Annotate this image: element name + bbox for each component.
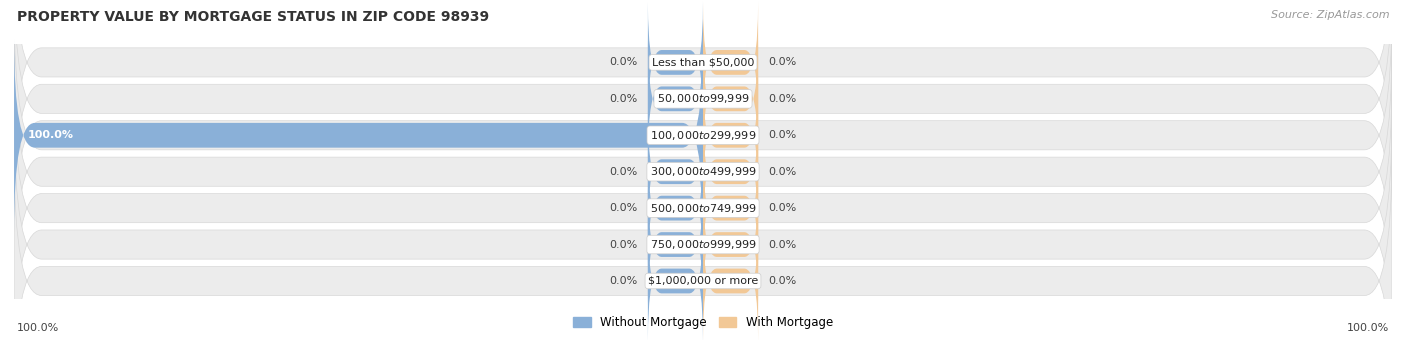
FancyBboxPatch shape bbox=[703, 75, 758, 196]
Text: 0.0%: 0.0% bbox=[609, 94, 637, 104]
FancyBboxPatch shape bbox=[14, 40, 1392, 303]
FancyBboxPatch shape bbox=[703, 111, 758, 232]
FancyBboxPatch shape bbox=[648, 111, 703, 232]
Text: $1,000,000 or more: $1,000,000 or more bbox=[648, 276, 758, 286]
FancyBboxPatch shape bbox=[14, 0, 1392, 230]
Text: Source: ZipAtlas.com: Source: ZipAtlas.com bbox=[1271, 10, 1389, 20]
Text: Less than $50,000: Less than $50,000 bbox=[652, 57, 754, 67]
Text: 0.0%: 0.0% bbox=[609, 167, 637, 177]
FancyBboxPatch shape bbox=[703, 2, 758, 123]
FancyBboxPatch shape bbox=[648, 184, 703, 305]
FancyBboxPatch shape bbox=[648, 2, 703, 123]
FancyBboxPatch shape bbox=[14, 77, 1392, 339]
FancyBboxPatch shape bbox=[14, 150, 1392, 340]
Text: 0.0%: 0.0% bbox=[609, 240, 637, 250]
Text: 100.0%: 100.0% bbox=[28, 130, 75, 140]
FancyBboxPatch shape bbox=[14, 4, 1392, 267]
Text: 100.0%: 100.0% bbox=[1347, 323, 1389, 333]
Text: 0.0%: 0.0% bbox=[769, 167, 797, 177]
Text: 0.0%: 0.0% bbox=[769, 276, 797, 286]
FancyBboxPatch shape bbox=[14, 0, 1392, 193]
Text: $50,000 to $99,999: $50,000 to $99,999 bbox=[657, 92, 749, 105]
Text: $750,000 to $999,999: $750,000 to $999,999 bbox=[650, 238, 756, 251]
FancyBboxPatch shape bbox=[703, 38, 758, 159]
FancyBboxPatch shape bbox=[703, 184, 758, 305]
Text: 0.0%: 0.0% bbox=[769, 130, 797, 140]
Text: 0.0%: 0.0% bbox=[609, 57, 637, 67]
FancyBboxPatch shape bbox=[648, 221, 703, 340]
Text: $500,000 to $749,999: $500,000 to $749,999 bbox=[650, 202, 756, 215]
Text: 0.0%: 0.0% bbox=[769, 240, 797, 250]
Text: 0.0%: 0.0% bbox=[769, 57, 797, 67]
Text: 0.0%: 0.0% bbox=[769, 94, 797, 104]
Legend: Without Mortgage, With Mortgage: Without Mortgage, With Mortgage bbox=[568, 312, 838, 334]
Text: 0.0%: 0.0% bbox=[609, 276, 637, 286]
FancyBboxPatch shape bbox=[648, 38, 703, 159]
Text: $300,000 to $499,999: $300,000 to $499,999 bbox=[650, 165, 756, 178]
Text: 100.0%: 100.0% bbox=[17, 323, 59, 333]
Text: 0.0%: 0.0% bbox=[609, 203, 637, 213]
Text: PROPERTY VALUE BY MORTGAGE STATUS IN ZIP CODE 98939: PROPERTY VALUE BY MORTGAGE STATUS IN ZIP… bbox=[17, 10, 489, 24]
FancyBboxPatch shape bbox=[648, 148, 703, 269]
FancyBboxPatch shape bbox=[703, 148, 758, 269]
Text: $100,000 to $299,999: $100,000 to $299,999 bbox=[650, 129, 756, 142]
FancyBboxPatch shape bbox=[703, 221, 758, 340]
FancyBboxPatch shape bbox=[14, 38, 703, 232]
Text: 0.0%: 0.0% bbox=[769, 203, 797, 213]
FancyBboxPatch shape bbox=[14, 114, 1392, 340]
